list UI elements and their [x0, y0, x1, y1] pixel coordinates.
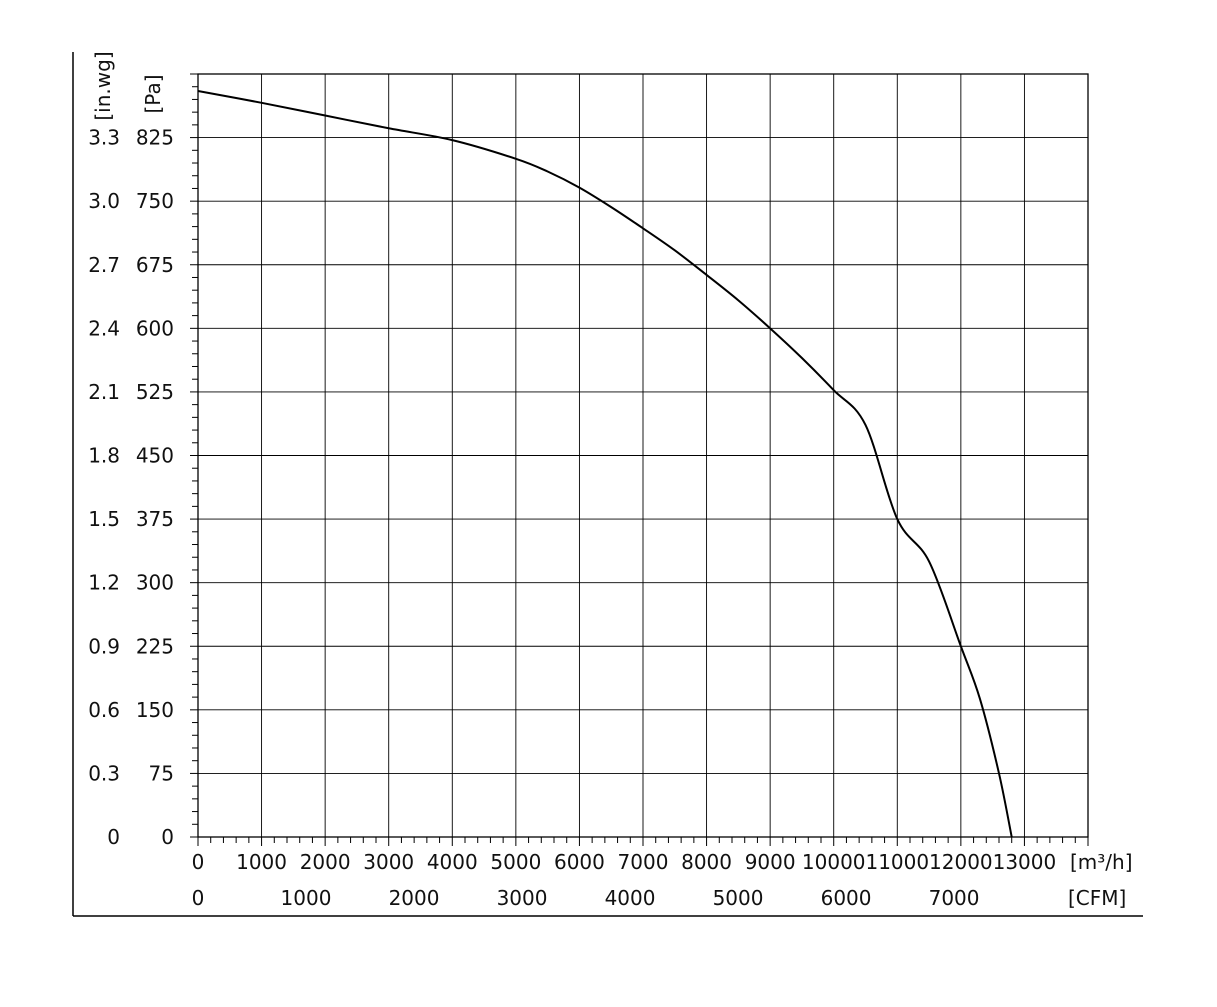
x-tick-label-cfm: 2000: [389, 886, 440, 910]
x-unit-label-m3h: [m³/h]: [1070, 850, 1133, 874]
series-layer: [197, 89, 1013, 838]
x-tick-label-m3h: 12000: [929, 850, 993, 874]
y-tick-label-pa: 150: [136, 698, 174, 722]
y-tick-label-inwg: 2.7: [88, 253, 120, 277]
x-tick-label-cfm: 6000: [821, 886, 872, 910]
label-layer: 00750.31500.62250.93001.23751.54501.8525…: [88, 51, 1132, 910]
y-tick-label-pa: 750: [136, 189, 174, 213]
y-tick-label-inwg: 3.3: [88, 126, 120, 150]
y-tick-label-pa: 675: [136, 253, 174, 277]
x-tick-label-m3h: 6000: [554, 850, 605, 874]
y-tick-label-pa: 75: [149, 761, 174, 785]
y-tick-label-pa: 375: [136, 507, 174, 531]
x-tick-label-m3h: 1000: [236, 850, 287, 874]
x-tick-label-m3h: 4000: [427, 850, 478, 874]
y-tick-label-pa: 525: [136, 380, 174, 404]
y-tick-label-pa: 0: [161, 825, 174, 849]
x-tick-label-cfm: 7000: [929, 886, 980, 910]
x-tick-label-m3h: 5000: [490, 850, 541, 874]
x-tick-label-m3h: 7000: [618, 850, 669, 874]
y-tick-label-pa: 825: [136, 126, 174, 150]
y-tick-label-pa: 300: [136, 571, 174, 595]
x-unit-label-cfm: [CFM]: [1068, 886, 1126, 910]
y-tick-label-inwg: 0: [107, 825, 120, 849]
grid-layer: [197, 73, 1089, 838]
y-tick-label-pa: 225: [136, 634, 174, 658]
y-tick-label-inwg: 2.1: [88, 380, 120, 404]
x-tick-label-m3h: 9000: [745, 850, 796, 874]
performance-curve-line: [197, 89, 1013, 838]
x-tick-label-m3h: 8000: [681, 850, 732, 874]
y-tick-label-inwg: 0.6: [88, 698, 120, 722]
y-tick-label-inwg: 1.5: [88, 507, 120, 531]
x-tick-label-m3h: 2000: [300, 850, 351, 874]
y-tick-label-inwg: 0.9: [88, 634, 120, 658]
y-unit-label-inwg: [in.wg]: [91, 51, 115, 120]
y-tick-label-inwg: 2.4: [88, 316, 120, 340]
x-tick-label-cfm: 1000: [281, 886, 332, 910]
x-tick-label-m3h: 3000: [363, 850, 414, 874]
y-tick-label-pa: 450: [136, 444, 174, 468]
y-tick-label-inwg: 1.2: [88, 571, 120, 595]
y-tick-label-inwg: 1.8: [88, 444, 120, 468]
y-unit-label-pa: [Pa]: [141, 74, 165, 113]
x-tick-label-m3h: 0: [192, 850, 205, 874]
x-tick-label-cfm: 3000: [497, 886, 548, 910]
x-tick-label-m3h: 10000: [802, 850, 866, 874]
y-tick-label-inwg: 3.0: [88, 189, 120, 213]
x-tick-label-cfm: 0: [192, 886, 205, 910]
x-tick-label-cfm: 5000: [713, 886, 764, 910]
x-tick-label-m3h: 11000: [865, 850, 929, 874]
x-tick-label-m3h: 13000: [993, 850, 1057, 874]
axis-layer: [72, 52, 1143, 917]
x-tick-label-cfm: 4000: [605, 886, 656, 910]
y-tick-label-pa: 600: [136, 316, 174, 340]
y-tick-label-inwg: 0.3: [88, 761, 120, 785]
